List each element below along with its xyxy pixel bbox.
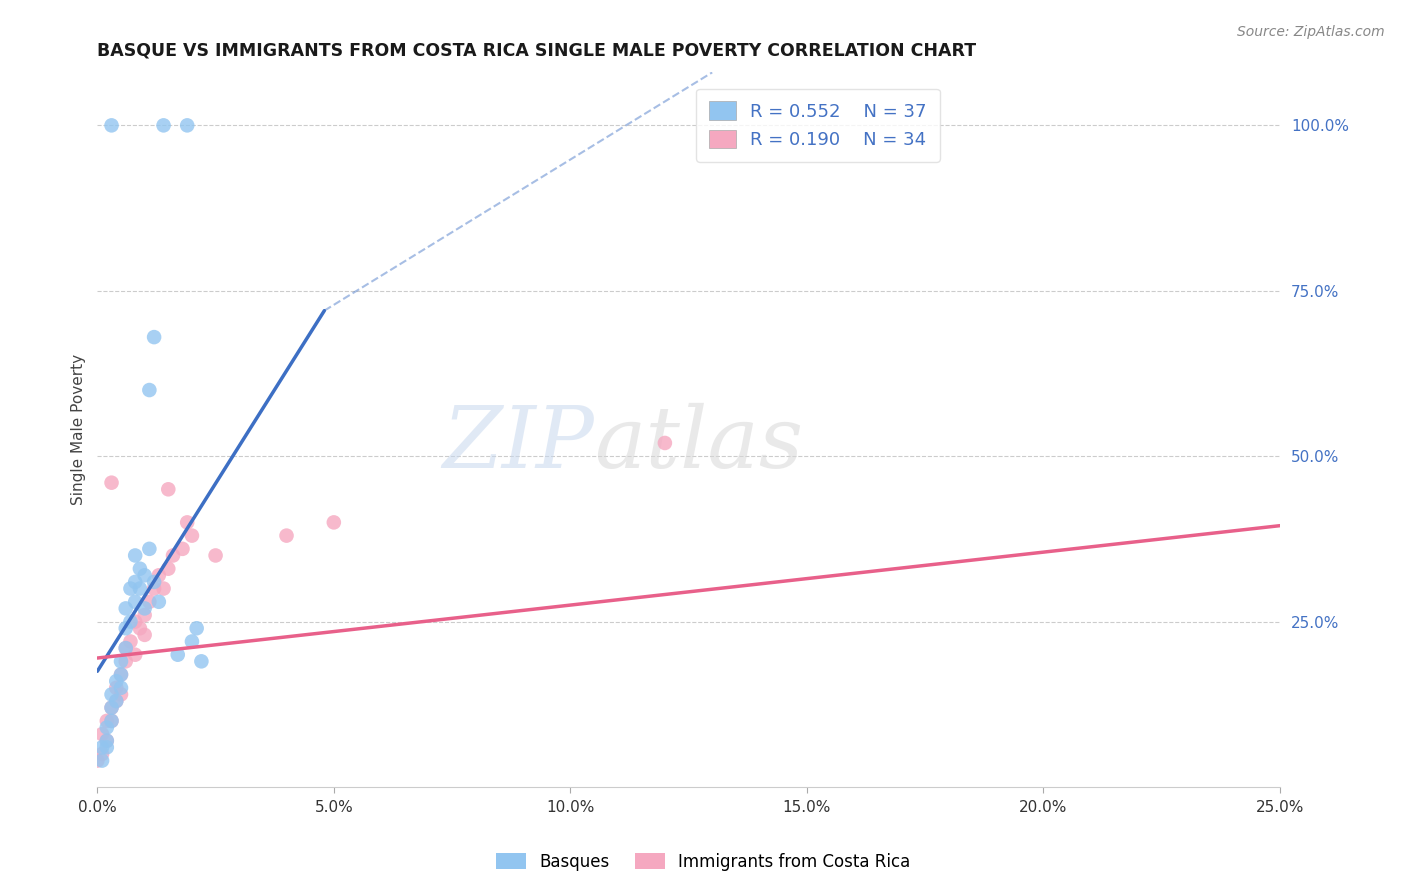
Point bbox=[129, 582, 152, 596]
Point bbox=[91, 727, 114, 741]
Legend: Basques, Immigrants from Costa Rica: Basques, Immigrants from Costa Rica bbox=[488, 845, 918, 880]
Point bbox=[129, 562, 152, 576]
Point bbox=[105, 674, 128, 689]
Point bbox=[114, 601, 136, 615]
Point bbox=[129, 621, 152, 635]
Point bbox=[152, 582, 174, 596]
Text: BASQUE VS IMMIGRANTS FROM COSTA RICA SINGLE MALE POVERTY CORRELATION CHART: BASQUE VS IMMIGRANTS FROM COSTA RICA SIN… bbox=[97, 42, 977, 60]
Point bbox=[134, 568, 156, 582]
Point bbox=[138, 383, 160, 397]
Point bbox=[105, 694, 128, 708]
Point bbox=[86, 754, 108, 768]
Point bbox=[120, 634, 142, 648]
Point bbox=[100, 700, 122, 714]
Point bbox=[134, 607, 156, 622]
Point bbox=[110, 667, 132, 681]
Text: Source: ZipAtlas.com: Source: ZipAtlas.com bbox=[1237, 25, 1385, 39]
Point bbox=[322, 516, 344, 530]
Point bbox=[190, 654, 212, 668]
Point bbox=[181, 528, 204, 542]
Point bbox=[157, 562, 180, 576]
Point bbox=[100, 119, 122, 133]
Point bbox=[110, 654, 132, 668]
Point bbox=[105, 694, 128, 708]
Point bbox=[138, 595, 160, 609]
Point bbox=[176, 516, 198, 530]
Point bbox=[157, 483, 180, 497]
Point bbox=[114, 641, 136, 656]
Point bbox=[96, 714, 118, 728]
Point bbox=[120, 582, 142, 596]
Point bbox=[110, 688, 132, 702]
Point bbox=[143, 574, 166, 589]
Point bbox=[114, 621, 136, 635]
Point bbox=[96, 733, 118, 747]
Point bbox=[124, 595, 146, 609]
Legend: R = 0.552    N = 37, R = 0.190    N = 34: R = 0.552 N = 37, R = 0.190 N = 34 bbox=[696, 88, 939, 161]
Point bbox=[654, 436, 676, 450]
Point bbox=[110, 667, 132, 681]
Point bbox=[186, 621, 208, 635]
Point bbox=[276, 528, 298, 542]
Point bbox=[134, 601, 156, 615]
Point bbox=[100, 700, 122, 714]
Point bbox=[105, 681, 128, 695]
Point bbox=[100, 688, 122, 702]
Point bbox=[91, 740, 114, 755]
Point bbox=[176, 119, 198, 133]
Text: ZIP: ZIP bbox=[441, 402, 593, 485]
Y-axis label: Single Male Poverty: Single Male Poverty bbox=[72, 354, 86, 505]
Point bbox=[166, 648, 188, 662]
Text: atlas: atlas bbox=[593, 402, 803, 485]
Point bbox=[110, 681, 132, 695]
Point bbox=[91, 754, 114, 768]
Point bbox=[114, 654, 136, 668]
Point bbox=[96, 721, 118, 735]
Point bbox=[134, 628, 156, 642]
Point bbox=[124, 648, 146, 662]
Point bbox=[181, 634, 204, 648]
Point bbox=[162, 549, 184, 563]
Point bbox=[204, 549, 226, 563]
Point bbox=[100, 475, 122, 490]
Point bbox=[100, 714, 122, 728]
Point bbox=[114, 641, 136, 656]
Point bbox=[148, 595, 170, 609]
Point bbox=[138, 541, 160, 556]
Point bbox=[143, 330, 166, 344]
Point bbox=[96, 740, 118, 755]
Point bbox=[124, 574, 146, 589]
Point bbox=[96, 733, 118, 747]
Point bbox=[91, 747, 114, 761]
Point bbox=[152, 119, 174, 133]
Point bbox=[172, 541, 194, 556]
Point bbox=[120, 615, 142, 629]
Point bbox=[124, 615, 146, 629]
Point bbox=[148, 568, 170, 582]
Point bbox=[143, 582, 166, 596]
Point bbox=[100, 714, 122, 728]
Point bbox=[124, 549, 146, 563]
